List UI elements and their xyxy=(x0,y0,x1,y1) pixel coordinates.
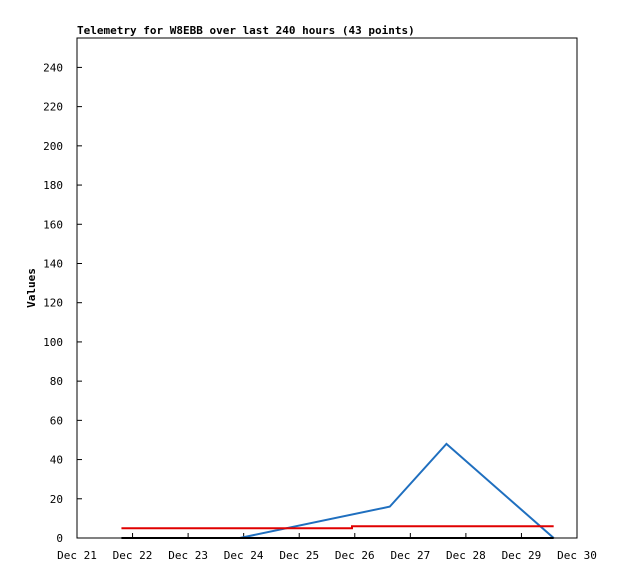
x-tick-label: Dec 30 xyxy=(557,549,597,562)
x-tick-label: Dec 29 xyxy=(502,549,542,562)
y-tick-label: 140 xyxy=(43,257,63,270)
y-tick-label: 0 xyxy=(56,532,63,545)
x-tick-label: Dec 24 xyxy=(224,549,264,562)
y-tick-label: 240 xyxy=(43,61,63,74)
x-tick-label: Dec 27 xyxy=(390,549,430,562)
x-tick-label: Dec 22 xyxy=(113,549,153,562)
x-tick-label: Dec 21 xyxy=(57,549,97,562)
y-tick-label: 120 xyxy=(43,297,63,310)
y-tick-label: 220 xyxy=(43,101,63,114)
series-line xyxy=(239,442,555,539)
chart-title: Telemetry for W8EBB over last 240 hours … xyxy=(77,24,415,37)
y-tick-label: 20 xyxy=(50,493,63,506)
y-tick-label: 40 xyxy=(50,454,63,467)
series-line xyxy=(121,525,554,530)
y-tick-label: 200 xyxy=(43,140,63,153)
y-tick-label: 80 xyxy=(50,375,63,388)
y-tick-label: 160 xyxy=(43,218,63,231)
x-tick-label: Dec 23 xyxy=(168,549,208,562)
y-tick-label: 100 xyxy=(43,336,63,349)
y-axis-label: Values xyxy=(25,268,38,308)
y-tick-label: 180 xyxy=(43,179,63,192)
x-tick-label: Dec 26 xyxy=(335,549,375,562)
plot-frame xyxy=(76,37,578,539)
y-tick-label: 60 xyxy=(50,414,63,427)
x-tick-label: Dec 28 xyxy=(446,549,486,562)
x-tick-label: Dec 25 xyxy=(279,549,319,562)
